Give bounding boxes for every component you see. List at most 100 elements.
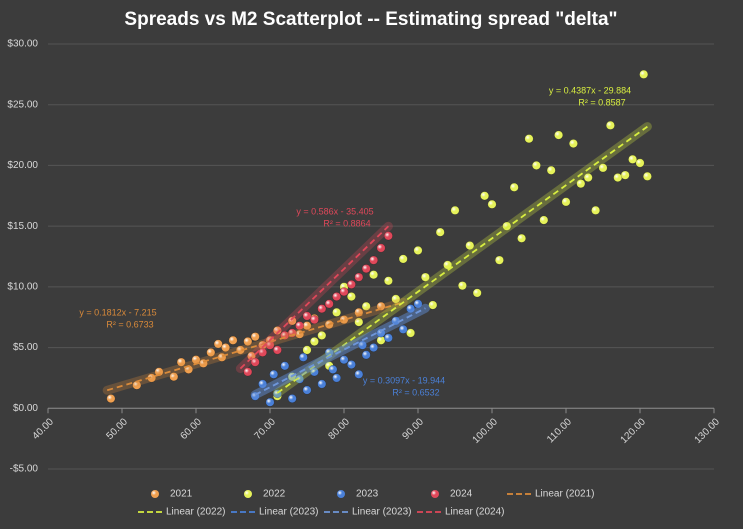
point xyxy=(494,255,504,265)
point xyxy=(561,197,571,207)
legend-marker xyxy=(431,490,439,498)
point xyxy=(317,304,327,314)
series-3 xyxy=(243,231,393,377)
point xyxy=(391,294,401,304)
point xyxy=(309,337,319,346)
point xyxy=(265,397,275,407)
y-tick-label: $10.00 xyxy=(7,281,38,292)
trend-line xyxy=(106,301,404,392)
point xyxy=(339,355,349,365)
point xyxy=(332,373,342,383)
point xyxy=(531,160,541,170)
point xyxy=(213,339,223,349)
chart-title: Spreads vs M2 Scatterplot -- Estimating … xyxy=(124,9,617,30)
point xyxy=(369,270,379,280)
trend-equation: y = 0.4387x - 29.884 xyxy=(549,85,631,95)
point xyxy=(443,260,453,270)
point xyxy=(639,69,649,79)
point xyxy=(328,364,338,374)
legend-label: 2024 xyxy=(450,489,473,500)
point xyxy=(332,292,342,302)
point xyxy=(269,369,279,379)
trend-line xyxy=(276,125,648,394)
point xyxy=(302,345,312,355)
point xyxy=(376,301,386,311)
point xyxy=(383,333,393,343)
point xyxy=(591,205,601,215)
y-tick-label: $5.00 xyxy=(13,342,38,353)
point xyxy=(317,330,327,340)
point xyxy=(406,304,416,314)
point xyxy=(576,179,586,189)
legend-label: 2023 xyxy=(356,489,379,500)
series-1 xyxy=(272,69,652,401)
legend-marker xyxy=(244,490,252,498)
y-tick-label: $20.00 xyxy=(7,160,38,171)
point xyxy=(620,170,630,180)
point xyxy=(106,394,116,404)
point xyxy=(598,163,608,173)
point xyxy=(420,272,430,282)
point xyxy=(583,173,593,183)
point xyxy=(554,130,564,140)
point xyxy=(298,352,308,362)
trend-line xyxy=(254,307,426,396)
point xyxy=(250,357,260,367)
point xyxy=(383,276,393,286)
trend-line xyxy=(239,225,390,370)
point xyxy=(287,394,297,404)
legend-label: 2022 xyxy=(263,489,286,500)
point xyxy=(339,287,349,297)
point xyxy=(354,272,364,282)
point xyxy=(568,139,578,149)
point xyxy=(487,199,497,209)
point xyxy=(376,243,386,253)
point xyxy=(302,385,312,395)
point xyxy=(332,307,342,317)
trend-r2: R² = 0.8587 xyxy=(578,97,625,107)
point xyxy=(354,369,364,379)
point xyxy=(346,292,356,302)
point xyxy=(280,361,290,371)
point xyxy=(317,379,327,389)
point xyxy=(457,281,467,291)
point xyxy=(524,134,534,144)
point xyxy=(287,316,297,326)
y-tick-label: $30.00 xyxy=(7,39,38,50)
point xyxy=(295,321,305,331)
point xyxy=(206,347,216,357)
point xyxy=(472,288,482,298)
point xyxy=(361,350,371,360)
point xyxy=(480,191,490,201)
point xyxy=(369,343,379,353)
point xyxy=(346,279,356,289)
legend-label: Linear (2024) xyxy=(445,507,504,518)
legend-label: Linear (2023) xyxy=(352,507,411,518)
point xyxy=(628,154,638,164)
point xyxy=(176,357,186,367)
point xyxy=(272,345,282,355)
point xyxy=(450,205,460,215)
point xyxy=(309,315,319,325)
legend-label: Linear (2023) xyxy=(259,507,318,518)
y-tick-label: $25.00 xyxy=(7,99,38,110)
point xyxy=(406,328,416,338)
y-tick-label: $15.00 xyxy=(7,221,38,232)
point xyxy=(309,367,319,377)
point xyxy=(169,372,179,382)
point xyxy=(354,317,364,327)
trend-equation: y = 0.3097x - 19.944 xyxy=(363,375,445,385)
point xyxy=(243,367,253,377)
point xyxy=(509,182,519,192)
point xyxy=(517,233,527,243)
point xyxy=(346,360,356,370)
point xyxy=(221,343,231,353)
trend-r2: R² = 0.6532 xyxy=(392,387,439,397)
point xyxy=(428,300,438,310)
y-tick-label: -$5.00 xyxy=(10,464,39,475)
point xyxy=(613,173,623,183)
point xyxy=(635,158,645,168)
point xyxy=(398,254,408,264)
